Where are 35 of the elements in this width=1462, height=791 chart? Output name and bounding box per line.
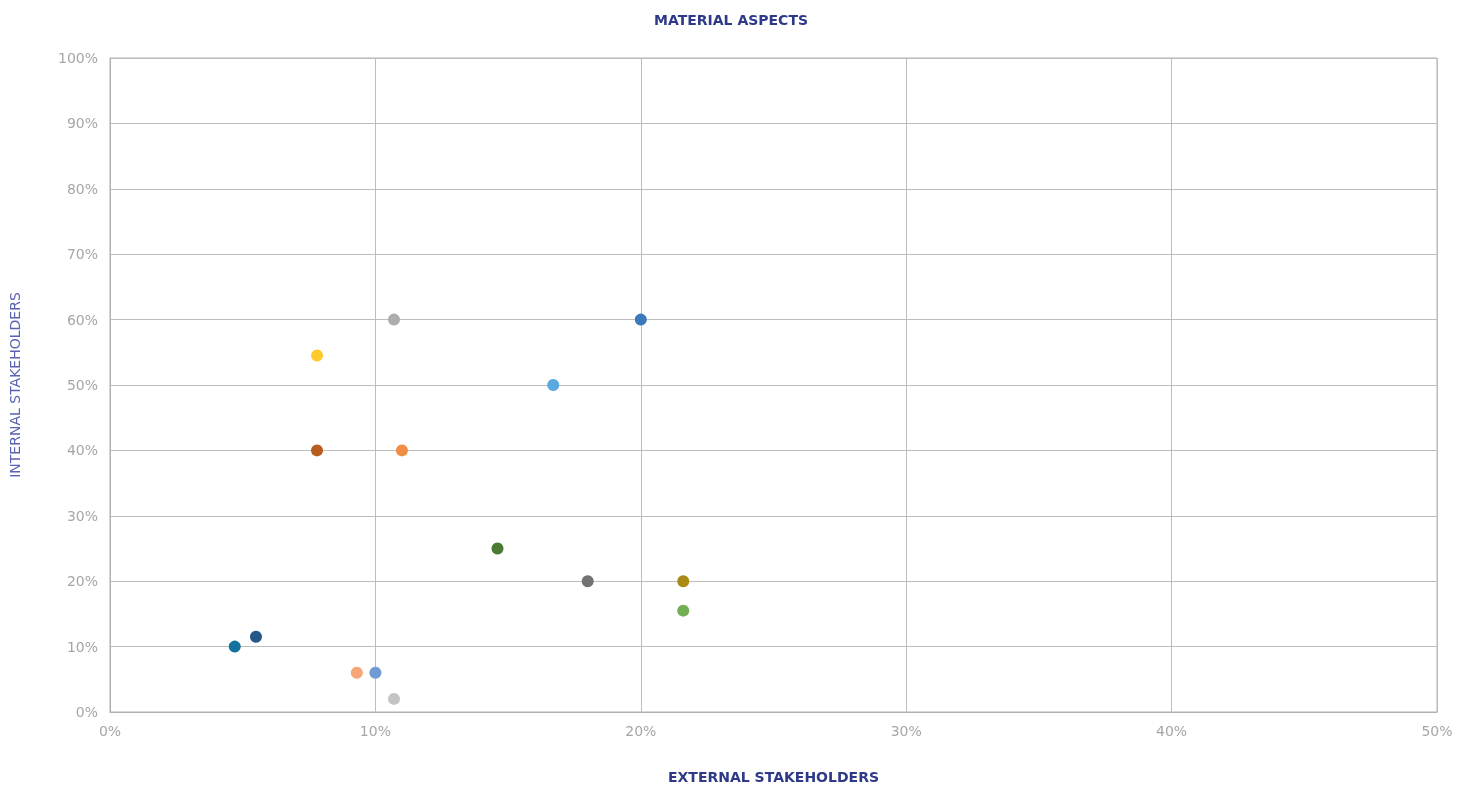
point (350, 666, 363, 679)
y-tick-label: 40% (66, 442, 98, 459)
point (249, 630, 262, 643)
point (311, 349, 324, 362)
point (547, 379, 560, 391)
y-tick-label: 80% (66, 180, 98, 197)
y-tick-label: 10% (66, 638, 98, 655)
point (387, 313, 400, 326)
y-tick-label: 30% (66, 507, 98, 524)
point (369, 666, 382, 679)
y-axis-title: INTERNAL STAKEHOLDERS (7, 292, 23, 478)
point (228, 640, 241, 653)
x-tick-label: 50% (1421, 723, 1453, 739)
x-tick-label: 20% (625, 723, 657, 739)
point (387, 692, 400, 705)
point (311, 444, 324, 457)
point (581, 575, 594, 588)
point (677, 575, 690, 588)
x-tick-label: 0% (98, 723, 122, 739)
chart-title: MATERIAL ASPECTS (653, 12, 809, 28)
x-tick-label: 30% (890, 723, 922, 739)
x-tick-label: 10% (359, 723, 391, 739)
y-tick-label: 60% (66, 311, 98, 328)
y-tick-label: 90% (66, 115, 98, 132)
y-tick-label: 100% (57, 50, 98, 66)
x-axis-title: EXTERNAL STAKEHOLDERS (668, 769, 879, 785)
y-tick-label: 0% (75, 704, 98, 720)
y-tick-label: 20% (66, 573, 98, 590)
y-tick-label: 50% (66, 377, 98, 393)
x-tick-label: 40% (1156, 723, 1188, 739)
y-tick-label: 70% (66, 246, 98, 263)
point (677, 604, 690, 617)
point (634, 313, 647, 326)
point (395, 444, 408, 457)
point (491, 542, 504, 555)
